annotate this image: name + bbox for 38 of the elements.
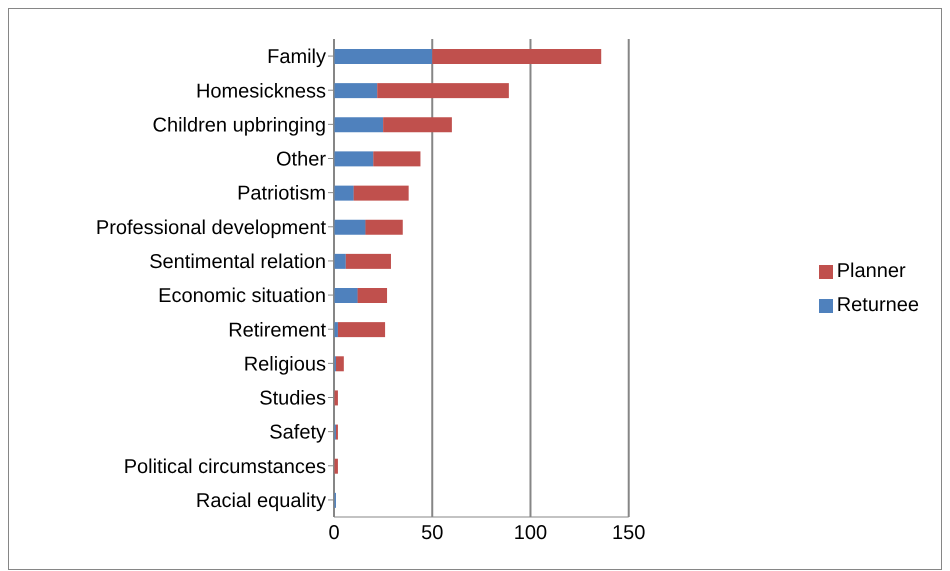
y-tick-label: Family bbox=[267, 46, 326, 68]
bar bbox=[377, 83, 509, 98]
x-tick-label: 100 bbox=[514, 522, 548, 544]
bar bbox=[346, 254, 391, 269]
bar bbox=[334, 117, 384, 132]
bar bbox=[334, 254, 346, 269]
bar bbox=[365, 220, 403, 235]
bar bbox=[334, 83, 378, 98]
bar bbox=[334, 186, 354, 201]
y-tick-label: Sentimental relation bbox=[149, 251, 326, 274]
y-tick-label: Other bbox=[276, 148, 326, 171]
y-tick-label: Religious bbox=[244, 353, 326, 376]
y-tick-label: Political circumstances bbox=[124, 456, 326, 478]
y-tick-label: Homesickness bbox=[196, 80, 326, 102]
bar bbox=[334, 220, 366, 235]
bar bbox=[338, 322, 386, 338]
legend-label: Returnee bbox=[836, 294, 919, 316]
bar bbox=[383, 117, 452, 132]
y-tick-label: Racial equality bbox=[196, 490, 326, 512]
bar bbox=[373, 151, 420, 166]
y-tick-label: Children upbringing bbox=[152, 114, 326, 136]
y-tick-label: Safety bbox=[269, 422, 326, 444]
y-tick-label: Retirement bbox=[228, 319, 326, 342]
bar bbox=[336, 356, 344, 372]
legend-label: Planner bbox=[836, 260, 906, 282]
bar bbox=[334, 151, 374, 166]
bar bbox=[432, 49, 602, 64]
bar bbox=[354, 186, 409, 201]
bar bbox=[358, 288, 388, 303]
y-tick-label: Patriotism bbox=[237, 182, 326, 205]
bar bbox=[334, 49, 432, 64]
bar bbox=[334, 288, 358, 303]
x-tick-label: 50 bbox=[421, 522, 444, 544]
x-tick-label: 150 bbox=[612, 522, 646, 544]
y-tick-label: Economic situation bbox=[158, 285, 326, 308]
y-tick-label: Professional development bbox=[96, 216, 326, 239]
y-tick-label: Studies bbox=[259, 388, 326, 410]
x-tick-label: 0 bbox=[328, 522, 340, 544]
